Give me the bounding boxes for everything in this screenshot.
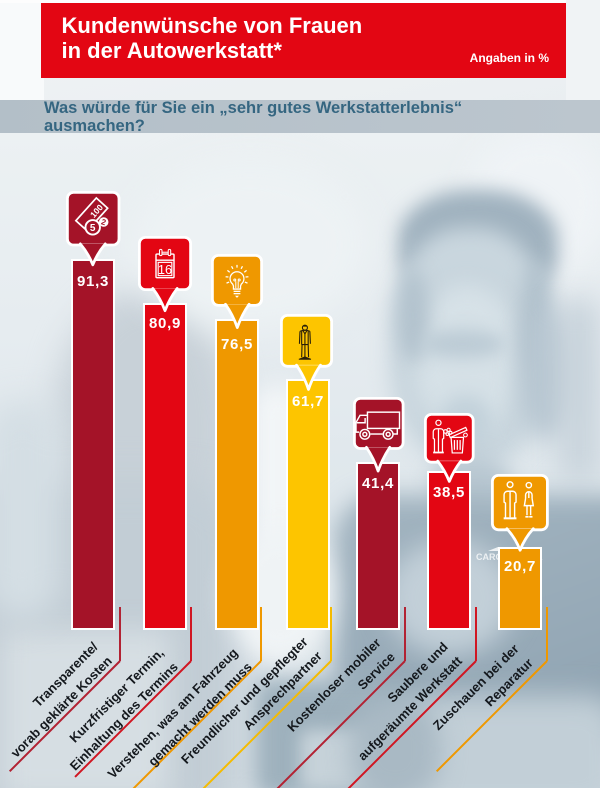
svg-text:16: 16 bbox=[158, 262, 172, 277]
svg-text:2: 2 bbox=[100, 217, 108, 227]
svg-text:5: 5 bbox=[90, 223, 96, 234]
